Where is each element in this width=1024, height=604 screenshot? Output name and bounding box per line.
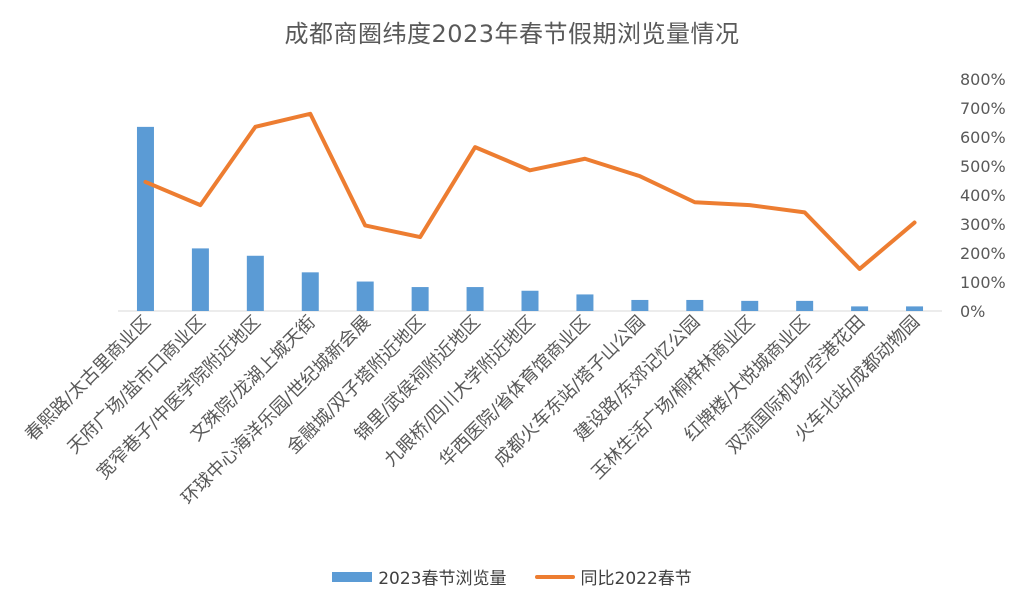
legend-label-line: 同比2022春节 [580,569,692,589]
line-point [254,126,256,128]
line-series [143,111,917,271]
bar-mark [191,248,209,311]
line-point [584,158,586,160]
line-point [364,224,366,226]
chart-title: 成都商圈纬度2023年春节假期浏览量情况 [284,20,740,48]
legend-swatch-bar [332,571,373,582]
line-point [419,236,421,238]
line-point [914,222,916,224]
bar-mark [906,306,924,311]
line-point [144,181,146,183]
chart-plot: 800%700%600%500%400%300%200%100%0%春熙路/太古… [21,70,1006,509]
bar-mark [466,287,484,311]
bar-mark [686,299,704,311]
legend-item-line: 同比2022春节 [534,564,692,589]
y2-tick-label: 500% [960,157,1006,176]
bar-mark [851,306,869,311]
chart-legend: 2023春节浏览量 同比2022春节 [0,564,1024,589]
bar-mark [301,272,319,311]
y2-tick-label: 0% [960,302,985,321]
bar-mark [411,287,429,311]
y2-tick-label: 800% [960,70,1006,89]
legend-item-bar: 2023春节浏览量 [332,564,507,589]
y2-tick-label: 600% [960,128,1006,147]
line-point [694,201,696,203]
bar-mark [136,126,154,311]
y2-tick-label: 100% [960,273,1006,292]
bar-mark [356,281,374,311]
line-point [749,204,751,206]
bar-mark [246,255,264,311]
line-point [474,146,476,148]
line-point [639,175,641,177]
bar-mark [741,300,759,311]
y2-tick-label: 200% [960,244,1006,263]
line-point [804,211,806,213]
bar-mark [796,300,814,311]
line-point [529,169,531,171]
legend-label-bar: 2023春节浏览量 [378,569,507,589]
legend-swatch-line [534,574,575,579]
line-point [199,204,201,206]
bar-mark [631,299,649,311]
y2-tick-label: 400% [960,186,1006,205]
line-point [309,113,311,115]
bar-mark [576,294,594,311]
bar-mark [521,290,539,311]
line-point [859,268,861,270]
y2-tick-label: 300% [960,215,1006,234]
y2-tick-label: 700% [960,99,1006,118]
